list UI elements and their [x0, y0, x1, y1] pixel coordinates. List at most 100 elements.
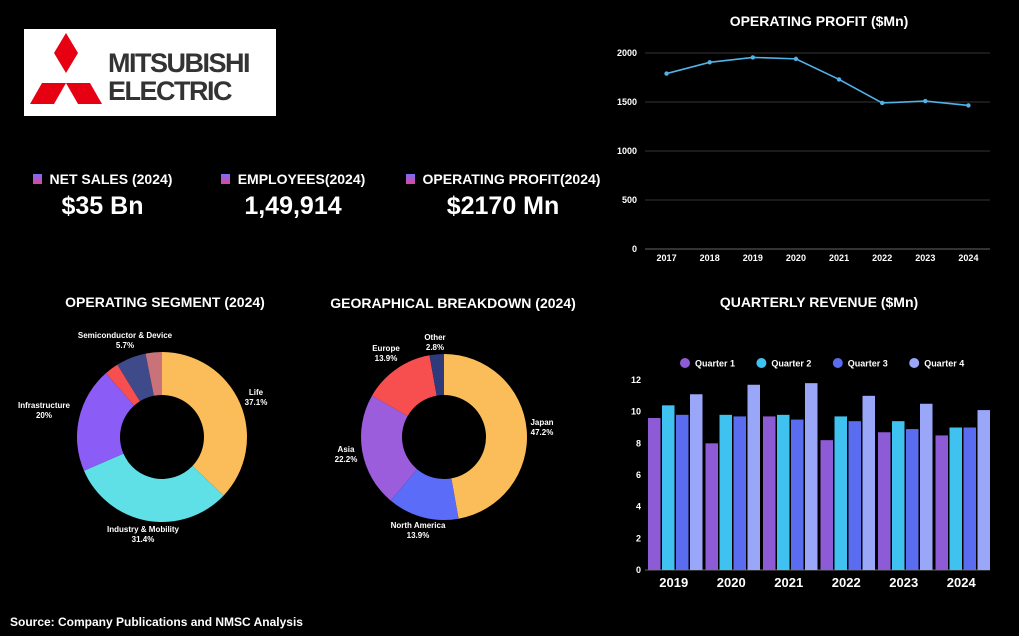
donut-slice	[429, 354, 444, 396]
donut-slice	[444, 354, 527, 519]
slice-label: Japan	[530, 418, 553, 427]
kpi-label: OPERATING PROFIT(2024)	[422, 171, 601, 187]
donut-slice	[372, 355, 437, 417]
y-tick-label: 1000	[617, 146, 637, 156]
logo-line-2: ELECTRIC	[108, 76, 233, 106]
slice-value-label: 22.2%	[335, 455, 358, 464]
x-tick-label: 2019	[743, 253, 763, 263]
bar	[949, 427, 962, 570]
bar	[690, 394, 703, 570]
donut-slice	[77, 373, 135, 471]
logo-diamond-left	[30, 83, 66, 104]
x-tick-label: 2018	[700, 253, 720, 263]
slice-label: Infrastructure	[18, 401, 71, 410]
slice-value-label: 37.1%	[245, 398, 268, 407]
data-point	[793, 56, 799, 62]
bar	[705, 443, 718, 570]
bar	[862, 395, 875, 570]
y-tick-label: 6	[636, 470, 641, 480]
x-tick-label: 2020	[717, 575, 746, 590]
kpi-value: $35 Bn	[61, 192, 144, 220]
legend-label: Quarter 1	[695, 359, 735, 369]
slice-value-label: 2.8%	[426, 343, 444, 352]
bar	[763, 416, 776, 570]
bar	[662, 405, 675, 570]
x-tick-label: 2024	[947, 575, 977, 590]
legend-label: Quarter 4	[924, 359, 964, 369]
y-tick-label: 0	[636, 565, 641, 575]
kpi-net-sales: NET SALES (2024) $35 Bn	[20, 171, 185, 221]
bar	[733, 416, 746, 570]
slice-label: Europe	[372, 344, 400, 353]
data-point	[923, 98, 928, 104]
logo-diamond-top	[54, 33, 78, 73]
legend-swatch	[756, 358, 767, 368]
quarterly-revenue-chart: Quarter 1 Quarter 2 Quarter 3 Quarter 4 0 2 4 6…	[631, 358, 990, 590]
y-tick-label: 0	[632, 244, 637, 254]
y-tick-label: 8	[636, 438, 641, 448]
bar	[920, 403, 933, 570]
donut-slice	[162, 352, 248, 496]
bar	[834, 416, 847, 570]
y-tick-label: 2000	[617, 48, 637, 58]
operating-profit-title: OPERATING PROFIT ($Mn)	[729, 13, 909, 29]
bar	[848, 421, 861, 570]
kpi-marker-icon	[405, 174, 415, 184]
donut-slice	[145, 352, 162, 396]
logo-line-1: MITSUBISHI	[108, 48, 251, 78]
geographical-breakdown-title: GEORAPHICAL BREAKDOWN (2024)	[330, 295, 576, 311]
bar	[777, 414, 790, 570]
slice-value-label: 47.2%	[531, 428, 554, 437]
bar	[676, 414, 689, 570]
bar	[963, 427, 976, 570]
y-tick-label: 1500	[617, 97, 637, 107]
slice-label: Other	[424, 333, 445, 342]
x-tick-label: 2023	[889, 575, 918, 590]
bar	[935, 435, 948, 570]
legend-label: Quarter 3	[848, 359, 888, 369]
kpi-label: EMPLOYEES(2024)	[237, 171, 366, 187]
slice-value-label: 13.9%	[375, 354, 398, 363]
kpi-label: NET SALES (2024)	[49, 171, 173, 187]
slice-label: North America	[391, 521, 446, 530]
x-tick-label: 2021	[774, 575, 803, 590]
bar	[648, 418, 661, 570]
bar	[892, 421, 905, 570]
x-tick-label: 2021	[829, 253, 849, 263]
x-tick-label: 2019	[659, 575, 688, 590]
kpi-operating-profit: OPERATING PROFIT(2024) $2170 Mn	[392, 171, 614, 221]
bar	[977, 410, 990, 570]
slice-label: Asia	[338, 445, 355, 454]
logo-diamond-right	[66, 83, 102, 104]
kpi-value: $2170 Mn	[446, 192, 560, 220]
x-tick-label: 2020	[786, 253, 806, 263]
bar	[878, 432, 891, 570]
data-point	[750, 55, 756, 60]
data-point	[836, 77, 842, 82]
slice-value-label: 31.4%	[132, 535, 155, 544]
data-point	[707, 60, 712, 65]
x-tick-label: 2017	[657, 253, 677, 263]
slice-value-label: 5.7%	[116, 341, 134, 350]
donut-slice	[105, 364, 140, 406]
y-tick-label: 500	[622, 195, 637, 205]
x-tick-label: 2022	[872, 253, 892, 263]
donut-slice	[390, 469, 459, 520]
legend-swatch	[832, 358, 843, 368]
kpi-employees: EMPLOYEES(2024) 1,49,914	[208, 171, 378, 221]
legend-label: Quarter 2	[771, 359, 811, 369]
bar	[805, 383, 818, 570]
data-point	[966, 103, 971, 108]
legend-swatch	[909, 358, 920, 368]
operating-profit-chart: 0 500 1000 1500 2000 2017 2018 2019 2020 2021 2022…	[617, 48, 990, 263]
bar	[791, 419, 804, 570]
donut-slice	[117, 353, 154, 402]
data-point	[879, 100, 885, 106]
x-tick-label: 2024	[958, 253, 978, 263]
y-tick-label: 10	[631, 407, 641, 417]
y-tick-label: 2	[636, 533, 641, 543]
slice-label: Semiconductor & Device	[78, 331, 173, 340]
legend-swatch	[680, 358, 690, 368]
